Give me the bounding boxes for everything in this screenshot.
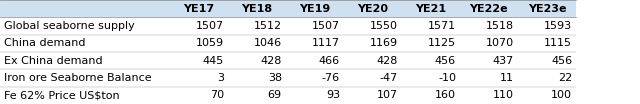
Bar — [0, 69, 576, 87]
Text: 3: 3 — [217, 73, 224, 83]
Text: 1125: 1125 — [428, 38, 456, 48]
Text: Global seaborne supply: Global seaborne supply — [4, 21, 134, 31]
Text: Ex China demand: Ex China demand — [4, 56, 102, 66]
Text: 1593: 1593 — [544, 21, 572, 31]
Text: 456: 456 — [435, 56, 456, 66]
Bar — [0, 87, 576, 104]
Text: 93: 93 — [326, 90, 340, 100]
Text: 110: 110 — [493, 90, 514, 100]
Text: 69: 69 — [268, 90, 282, 100]
Text: 22: 22 — [558, 73, 572, 83]
Text: 1512: 1512 — [253, 21, 282, 31]
Text: -76: -76 — [322, 73, 340, 83]
Text: YE21: YE21 — [415, 4, 446, 14]
Text: China demand: China demand — [4, 38, 85, 48]
Text: 1046: 1046 — [253, 38, 282, 48]
Text: 428: 428 — [376, 56, 398, 66]
Text: 100: 100 — [551, 90, 572, 100]
Text: YE20: YE20 — [357, 4, 388, 14]
Text: 466: 466 — [319, 56, 340, 66]
Text: 1507: 1507 — [312, 21, 340, 31]
Bar — [0, 0, 576, 17]
Text: YE22e: YE22e — [470, 4, 508, 14]
Text: 1571: 1571 — [428, 21, 456, 31]
Bar — [0, 17, 576, 35]
Text: Fe 62% Price US$ton: Fe 62% Price US$ton — [4, 90, 120, 100]
Text: 1507: 1507 — [196, 21, 224, 31]
Text: 11: 11 — [500, 73, 514, 83]
Text: -47: -47 — [380, 73, 398, 83]
Text: 1169: 1169 — [370, 38, 398, 48]
Bar — [0, 52, 576, 69]
Text: -10: -10 — [438, 73, 456, 83]
Text: 428: 428 — [260, 56, 282, 66]
Text: Iron ore Seaborne Balance: Iron ore Seaborne Balance — [4, 73, 152, 83]
Text: YE17: YE17 — [183, 4, 214, 14]
Text: 1115: 1115 — [544, 38, 572, 48]
Text: YE18: YE18 — [241, 4, 272, 14]
Text: 38: 38 — [268, 73, 282, 83]
Text: 1059: 1059 — [196, 38, 224, 48]
Text: 456: 456 — [551, 56, 572, 66]
Text: YE19: YE19 — [299, 4, 330, 14]
Bar — [0, 35, 576, 52]
Text: 160: 160 — [435, 90, 456, 100]
Text: 70: 70 — [210, 90, 224, 100]
Text: 437: 437 — [493, 56, 514, 66]
Text: YE23e: YE23e — [527, 4, 566, 14]
Text: 1117: 1117 — [312, 38, 340, 48]
Text: 445: 445 — [202, 56, 224, 66]
Text: 1550: 1550 — [370, 21, 398, 31]
Text: 1070: 1070 — [486, 38, 514, 48]
Text: 1518: 1518 — [486, 21, 514, 31]
Text: 107: 107 — [377, 90, 398, 100]
